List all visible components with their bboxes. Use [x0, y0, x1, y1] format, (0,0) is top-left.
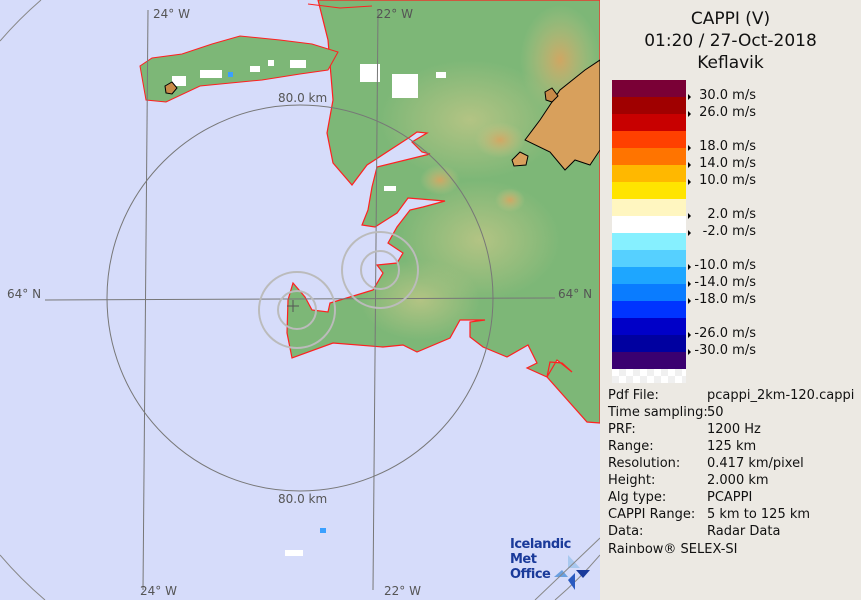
- legend-swatch: [612, 352, 686, 369]
- info-row: Resolution: 0.417 km/pixel: [608, 456, 804, 471]
- info-key: Alg type:: [608, 490, 667, 505]
- lon-label-top-right: 22° W: [376, 7, 413, 21]
- north-peninsula: [139, 35, 339, 103]
- echo-speckles: [172, 60, 446, 556]
- legend-tick: [688, 349, 691, 355]
- range-ring-80km: [106, 104, 494, 492]
- legend-swatch: [612, 250, 686, 267]
- legend-swatch: [612, 267, 686, 284]
- legend-swatch: [612, 114, 686, 131]
- legend-swatch: [612, 131, 686, 148]
- info-row: PRF: 1200 Hz: [608, 422, 761, 437]
- legend-tick: [688, 264, 691, 270]
- info-key: Time sampling:: [608, 405, 708, 420]
- info-value: 5 km to 125 km: [707, 507, 811, 522]
- legend-tick: [688, 94, 691, 100]
- legend-swatch: [612, 318, 686, 335]
- legend-swatch: [612, 216, 686, 233]
- legend-tick: [688, 213, 691, 219]
- imo-logo-icon: [534, 537, 600, 600]
- info-value: 2.000 km: [707, 473, 769, 488]
- info-row: Height: 2.000 km: [608, 473, 769, 488]
- lat-label-left: 64° N: [7, 287, 42, 301]
- legend-label: -26.0 m/s: [694, 326, 756, 341]
- info-value: PCAPPI: [707, 490, 753, 505]
- legend-tick: [688, 179, 691, 185]
- info-row: Alg type: PCAPPI: [608, 490, 752, 505]
- legend-label: -2.0 m/s: [702, 224, 756, 239]
- logo-line2: Office: [510, 567, 551, 582]
- map-canvas: [0, 0, 600, 600]
- info-value: 0.417 km/pixel: [707, 456, 804, 471]
- lon-label-bottom-right: 22° W: [384, 584, 421, 598]
- legend-label: 30.0 m/s: [699, 88, 756, 103]
- product-title: CAPPI (V): [690, 9, 771, 29]
- info-key: Height:: [608, 473, 656, 488]
- imo-logo: Icelandic Met Office: [510, 537, 600, 582]
- info-key: Range:: [608, 439, 654, 454]
- info-value: 125 km: [707, 439, 757, 454]
- datetime: 01:20 / 27-Oct-2018: [644, 31, 817, 51]
- lat-label-right: 64° N: [558, 287, 593, 301]
- legend-label: 14.0 m/s: [699, 156, 756, 171]
- legend-swatch: [612, 148, 686, 165]
- info-row: Pdf File: pcappi_2km-120.cappi: [608, 388, 854, 403]
- legend-swatch: [612, 199, 686, 216]
- legend-tick: [688, 230, 691, 236]
- legend-swatch: [612, 284, 686, 301]
- info-key: Data:: [608, 524, 644, 539]
- info-key: PRF:: [608, 422, 636, 437]
- legend-label: -30.0 m/s: [694, 343, 756, 358]
- info-row: Range: 125 km: [608, 439, 756, 454]
- legend-label: 10.0 m/s: [699, 173, 756, 188]
- info-row: Data: Radar Data: [608, 524, 780, 539]
- info-row: CAPPI Range: 5 km to 125 km: [608, 507, 810, 522]
- legend-tick: [688, 162, 691, 168]
- legend-swatch: [612, 301, 686, 318]
- legend-swatch: [612, 165, 686, 182]
- legend-swatch: [612, 97, 686, 114]
- legend-tick: [688, 281, 691, 287]
- legend-label: 18.0 m/s: [699, 139, 756, 154]
- legend-swatch: [612, 80, 686, 97]
- graticule: [44, 9, 556, 591]
- legend-label: 26.0 m/s: [699, 105, 756, 120]
- info-key: Resolution:: [608, 456, 681, 471]
- logo-line1: Icelandic Met: [510, 537, 571, 567]
- legend-tick: [688, 332, 691, 338]
- info-key: Pdf File:: [608, 388, 659, 403]
- lon-label-bottom-left: 24° W: [140, 584, 177, 598]
- legend-tick: [688, 145, 691, 151]
- lon-label-top-left: 24° W: [153, 7, 190, 21]
- radar-map[interactable]: 24° W 22° W 24° W 22° W 64° N 64° N 80.0…: [0, 0, 600, 600]
- radar-site-rings: [258, 231, 419, 349]
- radar-site-marker: [287, 300, 299, 312]
- legend-label: 2.0 m/s: [707, 207, 756, 222]
- legend-label: -10.0 m/s: [694, 258, 756, 273]
- station-name: Keflavik: [697, 53, 764, 73]
- legend-label: -14.0 m/s: [694, 275, 756, 290]
- range-label-top: 80.0 km: [278, 91, 328, 105]
- footer-credit: Rainbow® SELEX-SI: [608, 542, 738, 557]
- legend-tick: [688, 298, 691, 304]
- info-key: CAPPI Range:: [608, 507, 696, 522]
- info-row: Time sampling:50: [608, 405, 724, 420]
- info-value: 50: [707, 405, 724, 420]
- legend-tick: [688, 111, 691, 117]
- info-value: 1200 Hz: [707, 422, 761, 437]
- legend-label: -18.0 m/s: [694, 292, 756, 307]
- info-value: pcappi_2km-120.cappi: [707, 388, 855, 403]
- info-value: Radar Data: [707, 524, 781, 539]
- legend-panel: CAPPI (V) 01:20 / 27-Oct-2018 Keflavik 3…: [600, 0, 861, 600]
- legend-swatch: [612, 335, 686, 352]
- range-label-bottom: 80.0 km: [278, 492, 328, 506]
- legend-swatch-nodata: [612, 369, 686, 383]
- legend-swatch: [612, 182, 686, 199]
- legend-swatch: [612, 233, 686, 250]
